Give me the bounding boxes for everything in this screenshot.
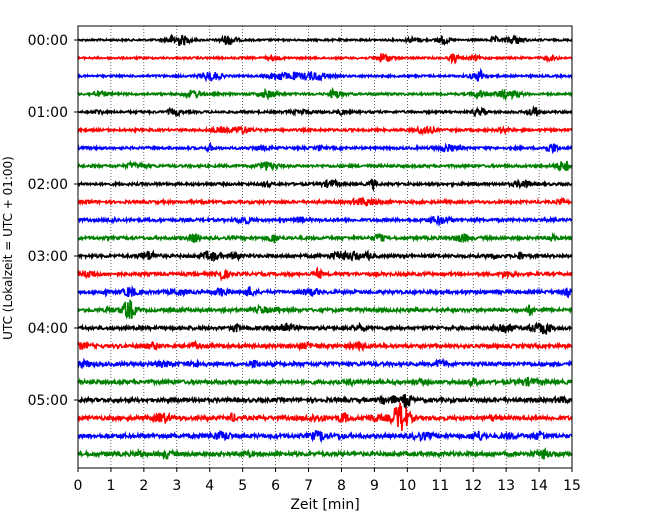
- y-tick-label: 02:00: [28, 177, 68, 193]
- x-tick-label: 6: [271, 478, 280, 494]
- trace-line: [77, 105, 573, 118]
- y-tick-label: 03:00: [28, 249, 68, 265]
- x-tick-label: 14: [530, 478, 548, 494]
- trace-line: [77, 177, 573, 192]
- x-axis-title: Zeit [min]: [290, 497, 359, 513]
- x-axis-ticks: 0 1 2 3 4 5 6 7 8 9 10 11 12 13 14 15: [74, 468, 581, 494]
- trace-line: [77, 429, 573, 444]
- plot-frame: [77, 25, 573, 469]
- trace-line: [77, 339, 573, 353]
- x-tick-label: 2: [139, 478, 148, 494]
- seismogram-traces: [77, 33, 573, 460]
- trace-line: [77, 231, 573, 244]
- y-tick-label: 00:00: [28, 33, 68, 49]
- trace-line: [77, 402, 573, 431]
- trace-line: [77, 299, 573, 320]
- y-tick-label: 05:00: [28, 393, 68, 409]
- trace-line: [77, 141, 573, 155]
- trace-line: [77, 124, 573, 136]
- trace-line: [77, 53, 573, 65]
- plot-background: [78, 26, 572, 468]
- x-tick-label: 4: [205, 478, 214, 494]
- x-tick-label: 9: [370, 478, 379, 494]
- trace-line: [77, 284, 573, 299]
- x-tick-label: 11: [431, 478, 449, 494]
- x-tick-label: 8: [337, 478, 346, 494]
- x-tick-label: 7: [304, 478, 313, 494]
- trace-line: [77, 196, 573, 207]
- x-tick-label: 10: [398, 478, 416, 494]
- y-tick-label: 01:00: [28, 105, 68, 121]
- trace-line: [77, 249, 573, 263]
- trace-line: [77, 357, 573, 370]
- x-tick-label: 3: [172, 478, 181, 494]
- y-axis-title: UTC (Lokalzeit = UTC + 01:00): [1, 156, 15, 340]
- x-tick-label: 1: [106, 478, 115, 494]
- trace-line: [77, 447, 573, 460]
- x-tick-label: 0: [74, 478, 83, 494]
- trace-line: [77, 394, 573, 409]
- x-tick-label: 12: [464, 478, 482, 494]
- trace-line: [77, 159, 573, 172]
- trace-line: [77, 67, 573, 83]
- x-tick-label: 5: [238, 478, 247, 494]
- trace-line: [77, 33, 573, 46]
- x-tick-label: 13: [497, 478, 515, 494]
- trace-line: [77, 215, 573, 227]
- y-tick-label: 04:00: [28, 321, 68, 337]
- trace-line: [77, 265, 573, 282]
- x-tick-label: 15: [563, 478, 581, 494]
- trace-line: [77, 376, 573, 389]
- trace-line: [77, 86, 573, 101]
- y-axis-ticks: 00:00 01:00 02:00 03:00 04:00 05:00: [28, 33, 78, 409]
- trace-line: [77, 321, 573, 335]
